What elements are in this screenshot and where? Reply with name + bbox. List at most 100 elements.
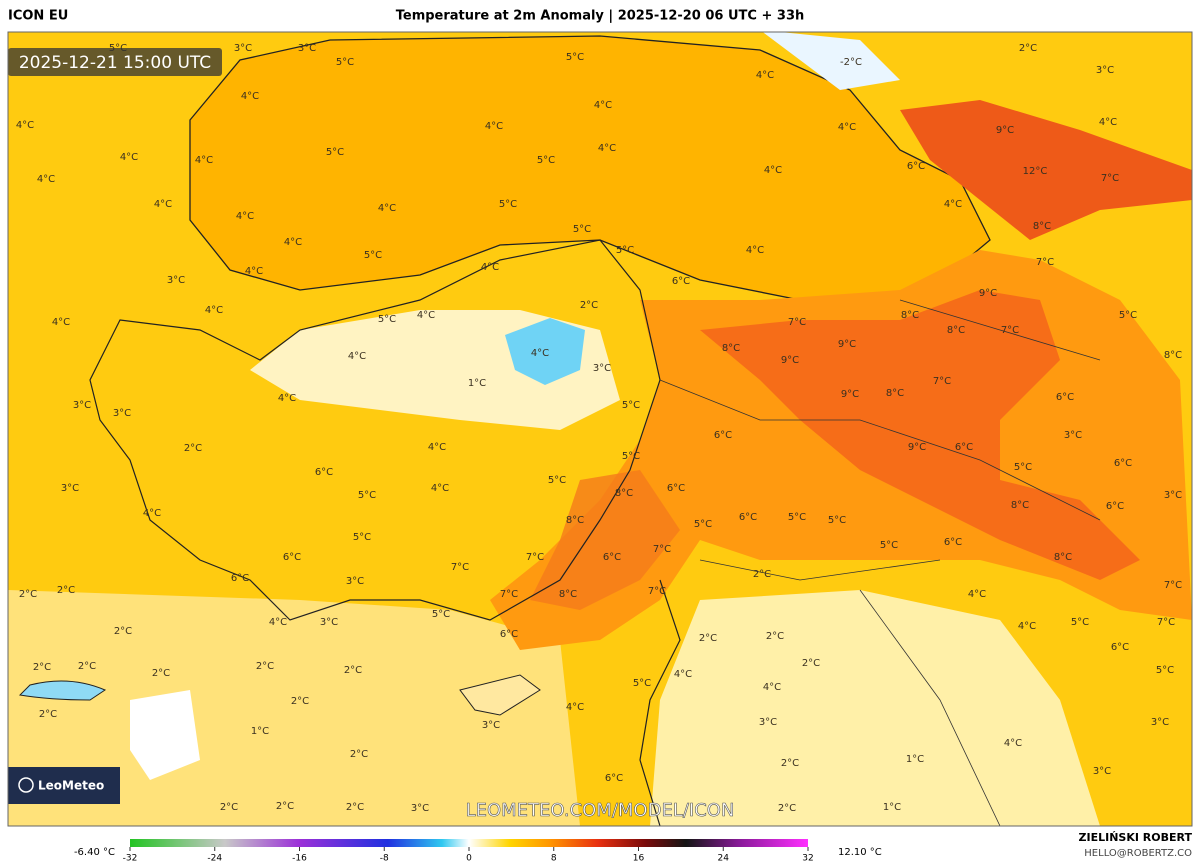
anomaly-label: 3°C — [167, 275, 185, 286]
anomaly-label: 8°C — [886, 388, 904, 399]
anomaly-label: 4°C — [566, 702, 584, 713]
anomaly-label: 4°C — [269, 617, 287, 628]
map-area: 5°C 3°C 3°C 5°C 5°C -2°C 2°C 3°C 4°C 4°C 4°C 4°C 4°C… — [8, 32, 1192, 826]
anomaly-label: 7°C — [648, 586, 666, 597]
anomaly-label: 6°C — [1114, 458, 1132, 469]
cold-spot — [505, 318, 585, 385]
anomaly-label: 1°C — [468, 378, 486, 389]
anomaly-label: 4°C — [1099, 117, 1117, 128]
anomaly-label: 5°C — [880, 540, 898, 551]
anomaly-label: -2°C — [840, 57, 862, 68]
anomaly-label: 2°C — [19, 589, 37, 600]
anomaly-label: 3°C — [759, 717, 777, 728]
anomaly-label: 6°C — [1111, 642, 1129, 653]
anomaly-label: 6°C — [955, 442, 973, 453]
anomaly-label: 5°C — [364, 250, 382, 261]
anomaly-label: 4°C — [278, 393, 296, 404]
model-name: ICON EU — [8, 9, 68, 24]
anomaly-label: 3°C — [1064, 430, 1082, 441]
syria-plain — [650, 590, 1100, 826]
anomaly-label: 5°C — [1071, 617, 1089, 628]
anomaly-label: 7°C — [1164, 580, 1182, 591]
map-title: Temperature at 2m Anomaly | 2025-12-20 0… — [396, 9, 805, 24]
anomaly-label: 2°C — [350, 749, 368, 760]
anomaly-label: 7°C — [451, 562, 469, 573]
anomaly-label: 5°C — [573, 224, 591, 235]
anomaly-label: 8°C — [559, 589, 577, 600]
anomaly-label: 8°C — [615, 488, 633, 499]
anomaly-label: 2°C — [1019, 43, 1037, 54]
anomaly-label: 4°C — [746, 245, 764, 256]
anomaly-label: 1°C — [906, 754, 924, 765]
anomaly-label: 4°C — [756, 70, 774, 81]
anomaly-label: 6°C — [283, 552, 301, 563]
anomaly-label: 5°C — [694, 519, 712, 530]
anomaly-label: 5°C — [566, 52, 584, 63]
anomaly-label: 3°C — [320, 617, 338, 628]
anomaly-label: 8°C — [1054, 552, 1072, 563]
logo-icon — [18, 777, 34, 793]
anomaly-label: 6°C — [739, 512, 757, 523]
anomaly-label: 8°C — [566, 515, 584, 526]
anomaly-label: 4°C — [598, 143, 616, 154]
anomaly-label: 6°C — [1056, 392, 1074, 403]
anomaly-label: 6°C — [605, 773, 623, 784]
anomaly-label: 4°C — [236, 211, 254, 222]
anomaly-label: 4°C — [431, 483, 449, 494]
anomaly-label: 2°C — [184, 443, 202, 454]
anomaly-label: 6°C — [672, 276, 690, 287]
anomaly-label: 4°C — [154, 199, 172, 210]
anomaly-label: 2°C — [753, 569, 771, 580]
valid-time: 2025-12-21 15:00 UTC — [19, 53, 211, 73]
anomaly-label: 4°C — [428, 442, 446, 453]
anomaly-label: 1°C — [883, 802, 901, 813]
anomaly-label: 8°C — [947, 325, 965, 336]
anomaly-label: 12°C — [1023, 166, 1048, 177]
anomaly-label: 5°C — [336, 57, 354, 68]
anomaly-label: 7°C — [1101, 173, 1119, 184]
anomaly-label: 6°C — [944, 537, 962, 548]
anomaly-label: 5°C — [432, 609, 450, 620]
anomaly-label: 3°C — [1164, 490, 1182, 501]
anomaly-label: 5°C — [1014, 462, 1032, 473]
anomaly-label: 3°C — [61, 483, 79, 494]
anomaly-label: 5°C — [1156, 665, 1174, 676]
anomaly-label: 9°C — [841, 389, 859, 400]
anomaly-label: 2°C — [580, 300, 598, 311]
anomaly-label: 5°C — [616, 245, 634, 256]
colorbar-tick-label: -24 — [207, 854, 222, 863]
anomaly-label: 4°C — [674, 669, 692, 680]
anomaly-label: 6°C — [315, 467, 333, 478]
colorbar-tick-label: 24 — [718, 854, 730, 863]
anomaly-label: 4°C — [485, 121, 503, 132]
anomaly-label: 8°C — [901, 310, 919, 321]
anomaly-label: 9°C — [781, 355, 799, 366]
anomaly-label: 4°C — [378, 203, 396, 214]
anomaly-label: 3°C — [593, 363, 611, 374]
anomaly-label: 4°C — [195, 155, 213, 166]
pale-area — [130, 690, 200, 780]
anomaly-label: 5°C — [548, 475, 566, 486]
anomaly-label: 2°C — [57, 585, 75, 596]
anomaly-label: 4°C — [764, 165, 782, 176]
logo-box — [8, 767, 120, 804]
anomaly-label: 6°C — [603, 552, 621, 563]
anomaly-label: 7°C — [653, 544, 671, 555]
anomaly-label: 5°C — [828, 515, 846, 526]
anomaly-label: 7°C — [788, 317, 806, 328]
anomaly-label: 2°C — [699, 633, 717, 644]
anomaly-label: 4°C — [1004, 738, 1022, 749]
colorbar-tick-label: 16 — [633, 854, 645, 863]
anomaly-label: 3°C — [1093, 766, 1111, 777]
anomaly-label: 9°C — [996, 125, 1014, 136]
anomaly-label: 4°C — [594, 100, 612, 111]
anomaly-label: 5°C — [788, 512, 806, 523]
hot-east — [700, 290, 1140, 580]
colorbar — [130, 839, 808, 847]
anomaly-label: 3°C — [1096, 65, 1114, 76]
logo: LeoMeteo — [38, 779, 104, 793]
cyprus — [459, 674, 541, 716]
colorbar-tick-label: 8 — [551, 854, 557, 863]
anomaly-label: 2°C — [291, 696, 309, 707]
